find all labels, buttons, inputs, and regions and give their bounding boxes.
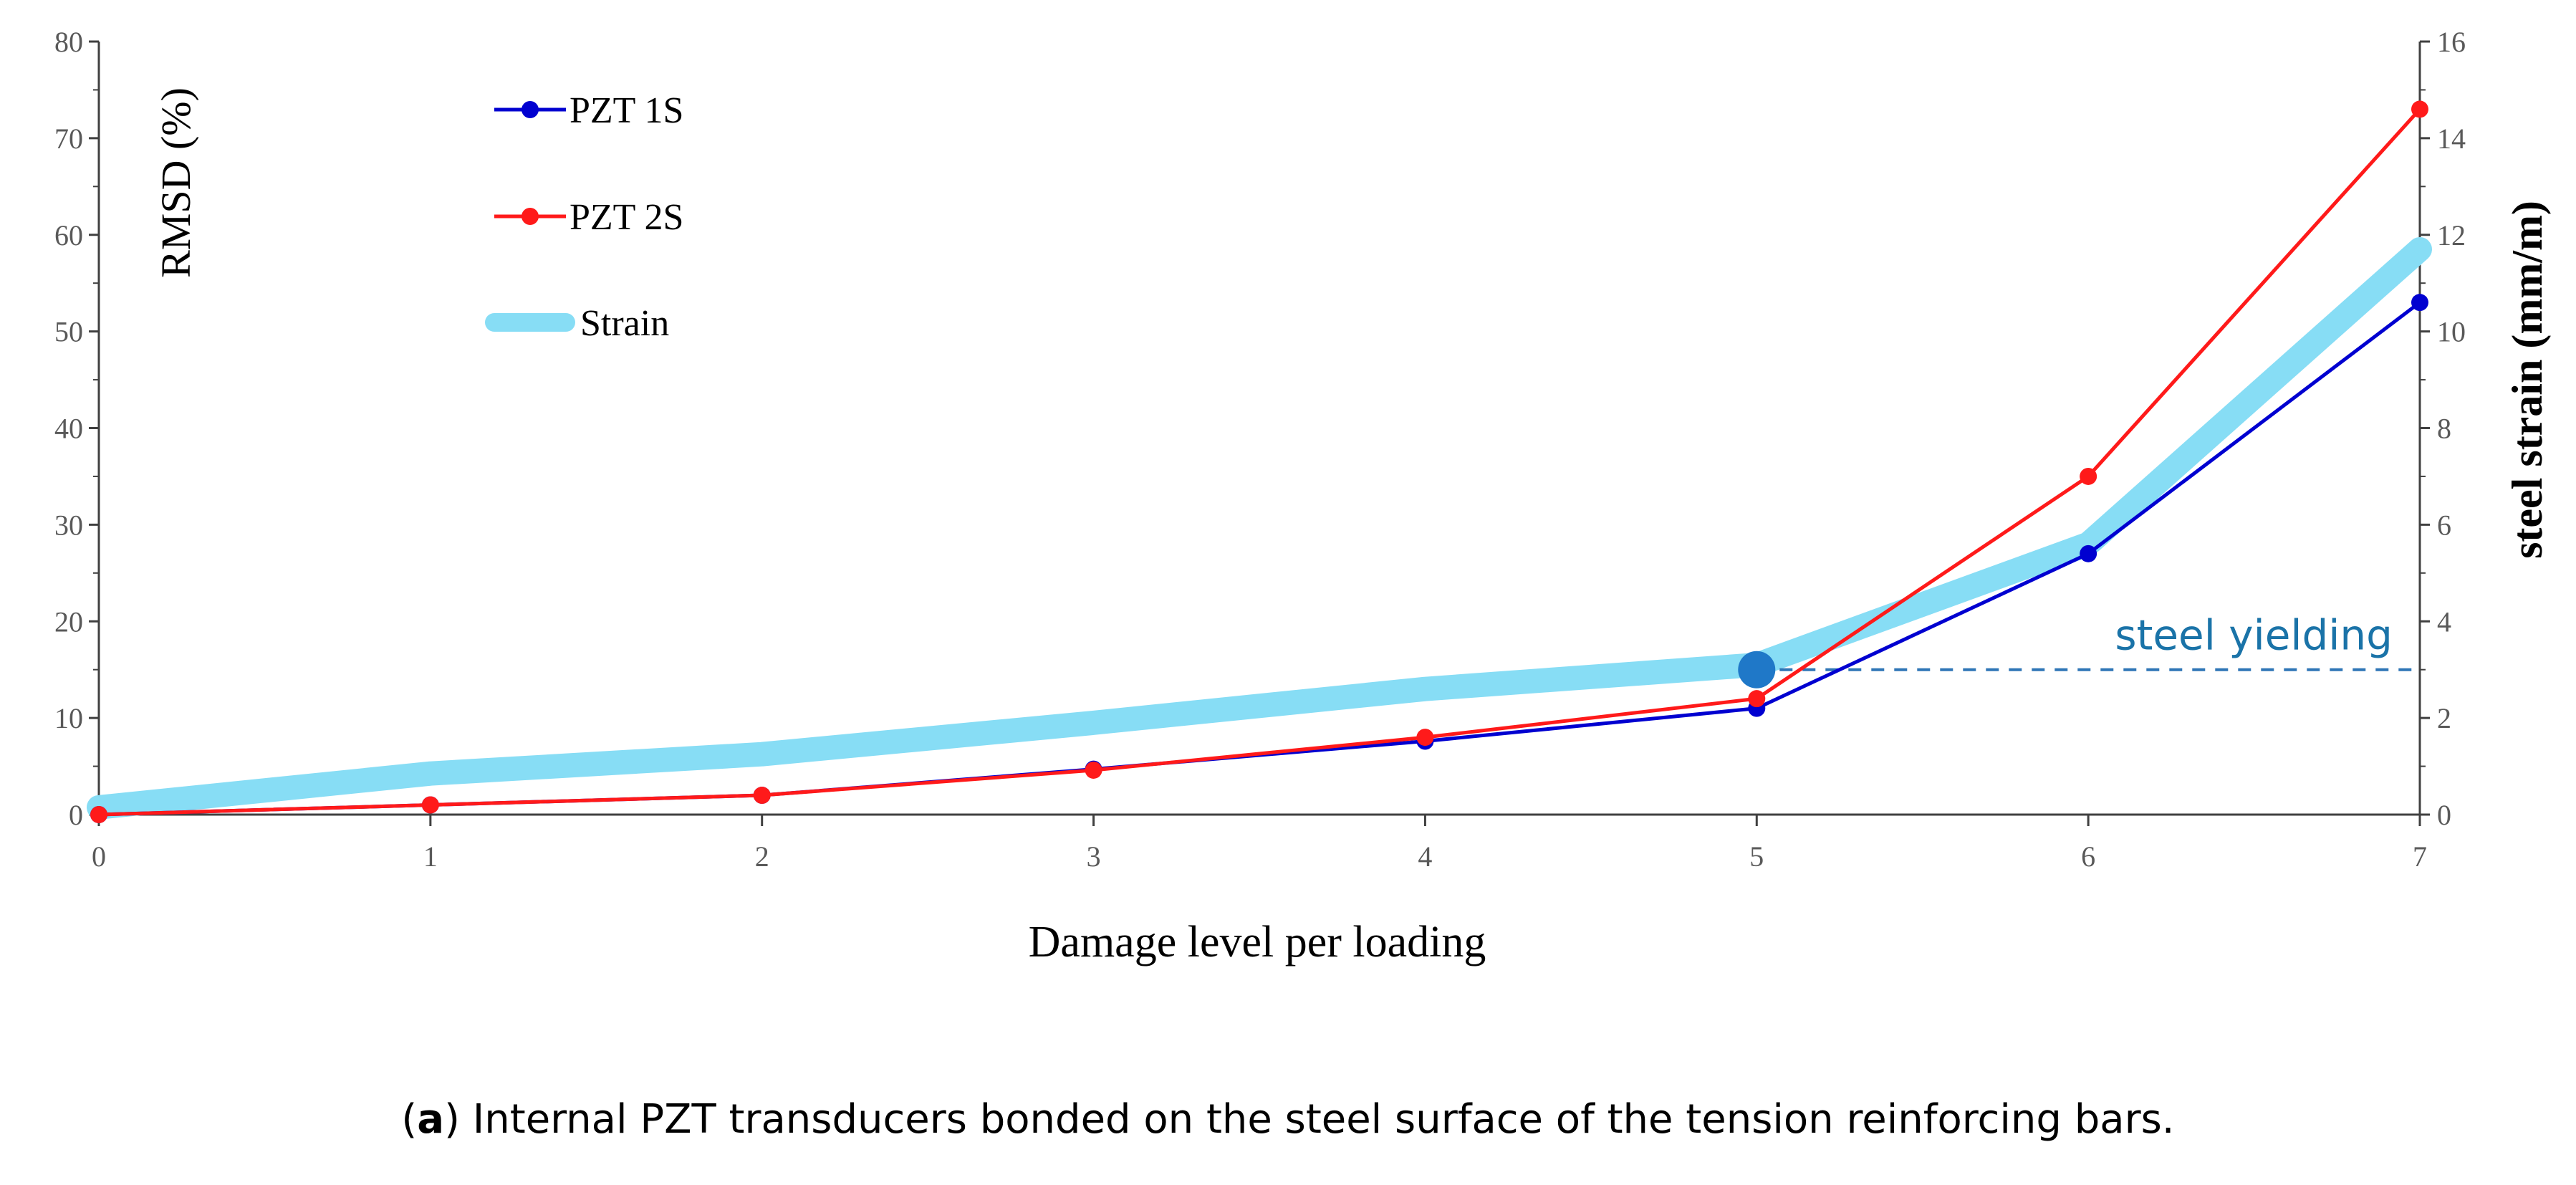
x-tick-label: 7 [2413, 840, 2427, 873]
y-tick-label-right: 2 [2437, 702, 2451, 734]
data-point-pzt-2s [1748, 690, 1766, 708]
data-point-pzt-2s [753, 787, 771, 805]
legend-label-pzt-2s: PZT 2S [569, 197, 683, 238]
data-point-pzt-2s [2080, 467, 2097, 485]
caption-text: Internal PZT transducers bonded on the s… [459, 1096, 2175, 1143]
x-tick-label: 3 [1087, 840, 1101, 873]
y-tick-label-left: 20 [54, 605, 83, 638]
y-tick-label-left: 60 [54, 219, 83, 251]
y-tick-label-left: 0 [69, 799, 83, 831]
data-point-pzt-2s [421, 796, 439, 814]
y-tick-label-right: 0 [2437, 799, 2451, 831]
y-tick-label-right: 10 [2437, 316, 2466, 348]
steel-yielding-label: steel yielding [2115, 611, 2393, 660]
series-line-strain [87, 236, 2432, 820]
legend: PZT 1S PZT 2S Strain [485, 90, 683, 344]
legend-item-strain: Strain [485, 303, 669, 344]
series-line-pzt-2s [98, 107, 2421, 817]
y-tick-label-left: 10 [54, 702, 83, 734]
steel-yielding-marker [1738, 651, 1776, 689]
y-tick-label-left: 40 [54, 413, 83, 445]
y-tick-label-right: 8 [2437, 413, 2451, 445]
x-tick-label: 6 [2081, 840, 2095, 873]
y-tick-label-right: 6 [2437, 509, 2451, 541]
data-point-pzt-1s [2411, 294, 2428, 312]
y-tick-label-right: 16 [2437, 26, 2466, 58]
y-axis-title-left: RMSD (%) [153, 87, 199, 278]
x-tick-label: 2 [755, 840, 769, 873]
data-point-pzt-1s [2080, 544, 2097, 562]
x-tick-label: 5 [1749, 840, 1764, 873]
x-tick-label: 1 [423, 840, 438, 873]
x-tick-label: 0 [92, 840, 106, 873]
y-tick-label-right: 4 [2437, 605, 2451, 638]
figure-caption: (a) Internal PZT transducers bonded on t… [401, 1096, 2175, 1143]
data-point-pzt-2s [2411, 100, 2428, 118]
legend-label-pzt-1s: PZT 1S [569, 90, 683, 131]
y-axis-title-right: steel strain (mm/m) [2504, 201, 2551, 559]
y-tick-label-left: 80 [54, 26, 83, 58]
data-point-pzt-2s [1085, 761, 1102, 779]
legend-label-strain: Strain [580, 303, 669, 344]
legend-item-pzt-2s: PZT 2S [494, 197, 683, 238]
y-tick-label-left: 30 [54, 509, 83, 541]
data-point-pzt-2s [90, 806, 107, 823]
y-tick-label-right: 12 [2437, 219, 2466, 251]
x-axis-title: Damage level per loading [1029, 918, 1486, 966]
legend-item-pzt-1s: PZT 1S [494, 90, 683, 131]
y-tick-label-left: 70 [54, 123, 83, 155]
caption-label: a [417, 1096, 445, 1143]
x-tick-label: 4 [1418, 840, 1432, 873]
data-point-pzt-2s [1416, 729, 1434, 747]
y-tick-label-left: 50 [54, 316, 83, 348]
y-tick-label-right: 14 [2437, 123, 2466, 155]
